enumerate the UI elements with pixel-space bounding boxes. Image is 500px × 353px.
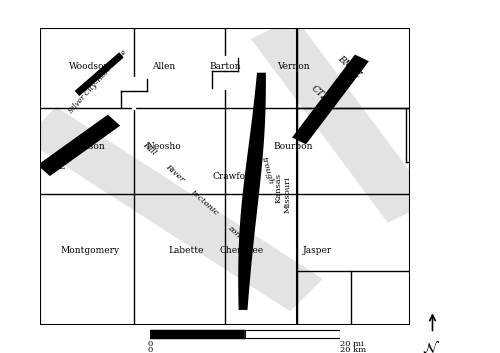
Text: Miami: Miami — [240, 222, 252, 250]
Text: River: River — [164, 163, 186, 184]
Text: 0: 0 — [148, 346, 152, 353]
Text: 20 km: 20 km — [340, 346, 366, 353]
Text: FTZ: FTZ — [48, 162, 66, 170]
Text: Neosho: Neosho — [146, 142, 182, 151]
Text: Woodson: Woodson — [70, 62, 110, 71]
Text: Allen: Allen — [152, 62, 176, 71]
Text: $\mathcal{N}$: $\mathcal{N}$ — [422, 340, 440, 353]
Text: Jasper: Jasper — [303, 246, 332, 255]
Text: CTZ: CTZ — [309, 84, 330, 103]
Text: tectonic: tectonic — [189, 189, 220, 217]
Text: Fall: Fall — [141, 140, 158, 156]
Text: Bourbon: Bourbon — [274, 142, 313, 151]
Text: Vernon: Vernon — [277, 62, 310, 71]
Text: trough: trough — [260, 156, 275, 185]
Text: Cherokee: Cherokee — [220, 246, 264, 255]
Text: Labette: Labette — [168, 246, 204, 255]
Text: BMTZ: BMTZ — [336, 54, 362, 79]
Polygon shape — [38, 115, 120, 176]
Text: Crawford: Crawford — [212, 172, 256, 181]
Polygon shape — [238, 73, 266, 310]
Text: Silver City–Rose dome: Silver City–Rose dome — [66, 48, 128, 115]
Text: Missouri: Missouri — [283, 176, 291, 213]
Text: 20 mi: 20 mi — [340, 340, 363, 348]
Polygon shape — [251, 18, 432, 223]
Text: Montgomery: Montgomery — [60, 246, 120, 255]
Text: 0: 0 — [148, 340, 152, 348]
Text: Wilson: Wilson — [74, 142, 106, 151]
Polygon shape — [24, 107, 322, 311]
Polygon shape — [292, 54, 369, 144]
Text: zone: zone — [226, 223, 246, 243]
Text: Barton: Barton — [209, 62, 241, 71]
Text: Kansas: Kansas — [274, 173, 282, 203]
